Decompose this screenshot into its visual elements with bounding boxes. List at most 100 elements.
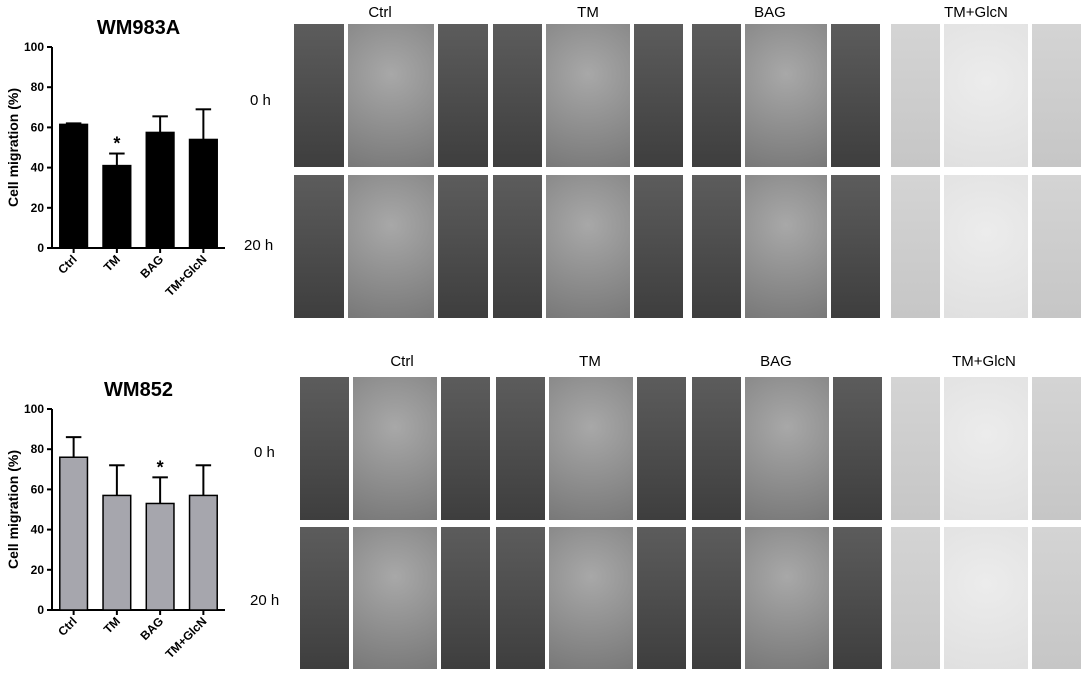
chart-title: WM852	[104, 379, 173, 401]
strip-divider	[829, 377, 833, 520]
strip-divider	[1028, 377, 1032, 520]
strip-divider	[1028, 175, 1032, 318]
micrograph-strip	[831, 175, 880, 318]
significance-marker: *	[113, 134, 120, 154]
strip-divider	[741, 24, 745, 167]
micrograph-strip	[294, 175, 344, 318]
strip-divider	[633, 527, 637, 669]
column-label-bag: BAG	[754, 4, 786, 21]
strip-divider	[741, 377, 745, 520]
strip-divider	[434, 24, 438, 167]
micrograph-wm852-0h	[300, 377, 490, 520]
micrograph-strip	[692, 24, 741, 167]
micrograph-wm852-20h	[496, 527, 686, 669]
micrograph-wm852-20h	[891, 527, 1081, 669]
y-tick-label: 40	[31, 161, 45, 175]
micrograph-strip	[891, 377, 940, 520]
column-label-ctrl: Ctrl	[368, 4, 392, 21]
chart-title: WM983A	[97, 17, 180, 39]
strip-divider	[349, 377, 353, 520]
strip-divider	[630, 175, 634, 318]
micrograph-panel-wm852: Ctrl TM BAG TM+GlcN 0 h 20 h	[0, 340, 1084, 673]
y-tick-label: 80	[31, 80, 45, 94]
micrograph-wm983a-20h	[891, 175, 1081, 318]
y-axis-label: Cell migration (%)	[5, 88, 21, 207]
row-label-0h: 0 h	[250, 92, 271, 109]
column-label-ctrl: Ctrl	[390, 353, 414, 370]
micrograph-strip	[891, 527, 940, 669]
strip-divider	[633, 377, 637, 520]
micrograph-strip	[1032, 527, 1081, 669]
micrograph-wm852-20h	[692, 527, 882, 669]
row-label-20h: 20 h	[244, 237, 274, 254]
strip-divider	[630, 24, 634, 167]
strip-divider	[349, 527, 353, 669]
y-tick-label: 20	[31, 563, 45, 577]
bar-tm-glcn	[188, 138, 218, 249]
micrograph-wm983a-0h	[493, 24, 683, 167]
micrograph-wm983a-20h	[294, 175, 488, 318]
micrograph-wm852-0h	[692, 377, 882, 520]
y-tick-label: 0	[37, 603, 44, 617]
row-label-20h: 20 h	[250, 592, 280, 609]
bar-tm	[102, 164, 132, 249]
micrograph-strip	[692, 175, 741, 318]
chart-wm852: WM852 Cell migration (%) 0 20 40 60 80 100 Ctrl T…	[0, 372, 240, 672]
micrograph-strip	[438, 24, 488, 167]
micrograph-strip	[496, 527, 545, 669]
micrograph-strip	[441, 527, 490, 669]
micrograph-strip	[833, 377, 882, 520]
micrograph-wm983a-20h	[493, 175, 683, 318]
micrograph-wm852-0h	[891, 377, 1081, 520]
strip-divider	[344, 175, 348, 318]
micrograph-strip	[1032, 24, 1081, 167]
bar-tm-glcn	[188, 494, 218, 611]
strip-divider	[940, 527, 944, 669]
column-label-tm: TM	[579, 353, 601, 370]
micrograph-wm983a-20h	[692, 175, 880, 318]
column-label-tm: TM	[577, 4, 599, 21]
strip-divider	[940, 377, 944, 520]
strip-divider	[542, 24, 546, 167]
micrograph-strip	[493, 24, 542, 167]
micrograph-strip	[634, 175, 683, 318]
strip-divider	[545, 377, 549, 520]
micrograph-strip	[300, 527, 349, 669]
micrograph-strip	[831, 24, 880, 167]
strip-divider	[940, 175, 944, 318]
micrograph-wm983a-0h	[692, 24, 880, 167]
strip-divider	[827, 175, 831, 318]
strip-divider	[437, 377, 441, 520]
micrograph-strip	[692, 377, 741, 520]
micrograph-strip	[1032, 175, 1081, 318]
micrograph-strip	[493, 175, 542, 318]
strip-divider	[1028, 24, 1032, 167]
micrograph-wm852-20h	[300, 527, 490, 669]
micrograph-strip	[294, 24, 344, 167]
column-label-bag: BAG	[760, 353, 792, 370]
micrograph-panel-wm983a: Ctrl TM BAG TM+GlcN 0 h 20 h	[0, 0, 1084, 330]
strip-divider	[741, 527, 745, 669]
micrograph-strip	[637, 527, 686, 669]
micrograph-wm852-0h	[496, 377, 686, 520]
micrograph-strip	[891, 175, 940, 318]
y-tick-label: 60	[31, 120, 45, 134]
row-label-0h: 0 h	[254, 444, 275, 461]
chart-wm983a: WM983A Cell migration (%) 0 20 40 60 80 100 Ctrl…	[0, 10, 240, 310]
bar-bag	[145, 131, 175, 249]
micrograph-strip	[891, 24, 940, 167]
strip-divider	[1028, 527, 1032, 669]
strip-divider	[542, 175, 546, 318]
strip-divider	[829, 527, 833, 669]
bar-bag	[145, 502, 175, 611]
micrograph-strip	[634, 24, 683, 167]
strip-divider	[827, 24, 831, 167]
micrograph-strip	[692, 527, 741, 669]
column-label-tm-glcn: TM+GlcN	[952, 353, 1016, 370]
strip-divider	[434, 175, 438, 318]
micrograph-wm983a-0h	[891, 24, 1081, 167]
y-tick-label: 0	[37, 241, 44, 255]
y-tick-label: 40	[31, 523, 45, 537]
